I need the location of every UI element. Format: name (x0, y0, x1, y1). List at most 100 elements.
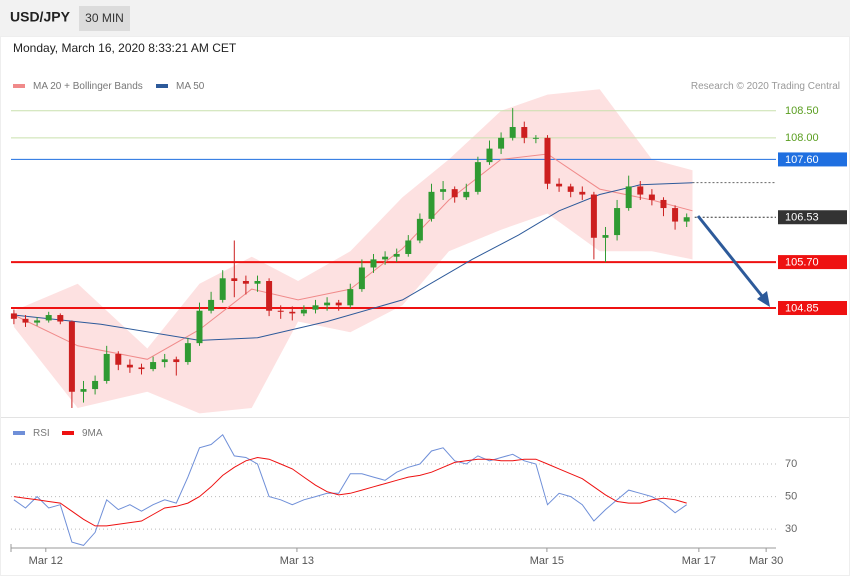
moving-average (13, 153, 693, 360)
level-label: 105.70 (785, 256, 819, 268)
candle-body (463, 191, 470, 198)
candle-body (126, 364, 133, 368)
frame (0, 36, 850, 576)
candle-body (382, 256, 389, 260)
y-tick-label: 30 (785, 523, 797, 535)
candle-body (567, 186, 574, 192)
legend-label: MA 20 + Bollinger Bands (33, 81, 143, 92)
plot-layer: 108.50 108.00 107.60 106.53 105.70 104.85 MA 2… (10, 81, 847, 567)
candle-body (486, 148, 493, 163)
candle-body (683, 217, 690, 222)
candle-body (80, 389, 87, 392)
candle-body (451, 189, 458, 198)
x-tick-label: Mar 12 (29, 555, 63, 567)
candle-body (347, 289, 354, 306)
level-box (778, 255, 847, 270)
candle-body (625, 186, 632, 209)
candle-body (532, 137, 539, 139)
level-box (778, 152, 847, 167)
candle-body (45, 315, 52, 321)
candle-body (324, 302, 331, 306)
legend-swatch (13, 431, 25, 435)
candle-body (648, 194, 655, 200)
header-bar (0, 0, 850, 36)
candle-body (115, 353, 122, 365)
legend-label: MA 50 (176, 81, 205, 92)
candle-body (57, 315, 64, 322)
candle-body (196, 310, 203, 344)
candle-body (92, 380, 99, 390)
level-label: 107.60 (785, 154, 819, 166)
projection-arrow (696, 215, 764, 297)
candle-body (231, 278, 238, 281)
candle-body (428, 191, 435, 219)
candle-body (498, 137, 505, 149)
candle-body (590, 194, 597, 238)
level-label: 104.85 (785, 302, 819, 314)
y-tick-label: 50 (785, 490, 797, 502)
candle-body (509, 127, 516, 138)
candle-body (416, 218, 423, 241)
legend-swatch (156, 84, 168, 88)
candle-body (138, 367, 145, 370)
candle-body (254, 281, 261, 284)
indicator-line (13, 434, 687, 546)
legend-swatch (13, 84, 25, 88)
candle-body (660, 199, 667, 209)
candle-body (579, 191, 586, 195)
arrow-head (757, 291, 770, 307)
candle-body (474, 162, 481, 192)
candle-body (672, 208, 679, 222)
candle-body (68, 321, 75, 392)
symbol: USD/JPY (10, 9, 71, 25)
candle-body (358, 267, 365, 290)
x-tick-label: Mar 13 (280, 555, 314, 567)
indicator-line (13, 456, 687, 527)
interval[interactable]: 30 MIN (85, 11, 124, 25)
candle-body (34, 320, 41, 323)
candle-body (150, 362, 157, 370)
candle-body (440, 189, 447, 192)
x-tick-label: Mar 17 (682, 555, 716, 567)
legend-label: RSI (33, 428, 50, 439)
candle-body (277, 310, 284, 312)
candle-body (602, 235, 609, 238)
legend-label: 9MA (82, 428, 103, 439)
candle-body (521, 127, 528, 138)
interval-box[interactable] (79, 6, 130, 31)
candle-body (312, 305, 319, 310)
candle-body (300, 309, 307, 314)
candle-body (219, 278, 226, 300)
candle-body (173, 359, 180, 363)
candle-body (637, 186, 644, 195)
level-label: 108.00 (785, 132, 819, 144)
candle-body (184, 343, 191, 363)
candle-body (103, 353, 110, 381)
candle-body (266, 281, 273, 311)
candle-body (242, 281, 249, 284)
timestamp: Monday, March 16, 2020 8:33:21 AM CET (13, 41, 237, 55)
x-tick-label: Mar 15 (530, 555, 564, 567)
candle-body (289, 311, 296, 314)
level-label: 108.50 (785, 105, 819, 117)
candle-body (208, 299, 215, 311)
candle-body (10, 313, 17, 319)
candle-body (614, 208, 621, 236)
level-label: 106.53 (785, 212, 819, 224)
candle-body (393, 253, 400, 257)
candle-body (405, 240, 412, 254)
legend-swatch (62, 431, 74, 435)
candle-body (161, 359, 168, 363)
x-tick-label: Mar 30 (749, 555, 783, 567)
candle-body (556, 183, 563, 187)
candle-body (22, 318, 29, 323)
candle-body (544, 137, 551, 184)
candle-body (370, 259, 377, 268)
level-box (778, 301, 847, 316)
candle-body (335, 302, 342, 306)
y-tick-label: 70 (785, 458, 797, 470)
credit: Research © 2020 Trading Central (691, 81, 840, 92)
moving-average (13, 182, 693, 341)
bollinger-band (13, 89, 693, 414)
